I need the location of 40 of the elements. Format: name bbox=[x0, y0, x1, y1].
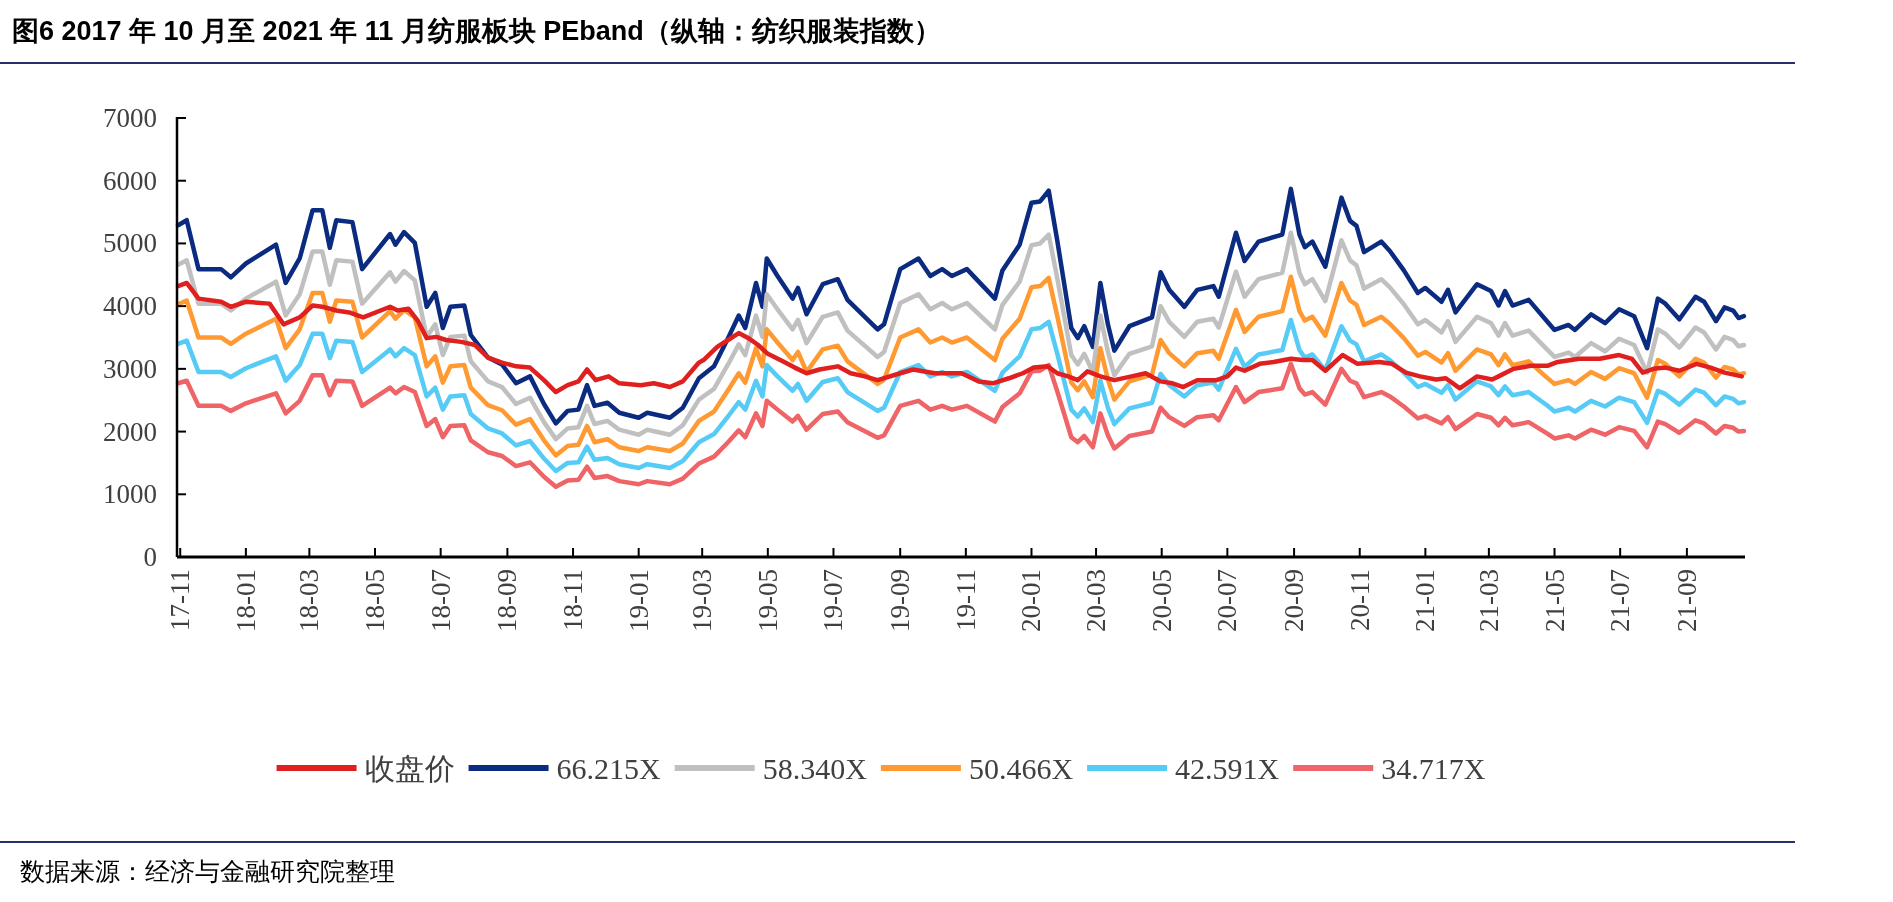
x-tick-label: 20-01 bbox=[1016, 569, 1047, 632]
legend-label: 34.717X bbox=[1381, 751, 1486, 785]
x-tick-label: 21-07 bbox=[1605, 569, 1636, 632]
x-tick-label: 18-11 bbox=[558, 569, 589, 631]
x-tick-label: 20-05 bbox=[1146, 569, 1177, 632]
legend-label: 收盘价 bbox=[364, 751, 455, 785]
x-tick-label: 17-11 bbox=[165, 569, 196, 631]
x-tick-label: 21-05 bbox=[1539, 569, 1570, 632]
y-tick-label: 4000 bbox=[103, 291, 157, 322]
x-tick-label: 18-01 bbox=[230, 569, 261, 632]
x-tick-label: 20-11 bbox=[1344, 569, 1375, 631]
legend-label: 58.340X bbox=[762, 751, 868, 785]
x-tick-label: 18-07 bbox=[425, 569, 456, 632]
x-tick-label: 19-05 bbox=[752, 569, 783, 632]
legend-label: 66.215X bbox=[556, 751, 662, 785]
y-tick-label: 0 bbox=[143, 542, 157, 572]
x-tick-label: 20-07 bbox=[1212, 569, 1243, 632]
x-tick-label: 21-03 bbox=[1473, 569, 1504, 632]
y-tick-label: 3000 bbox=[103, 353, 157, 384]
legend-label: 50.466X bbox=[968, 751, 1074, 785]
y-tick-label: 2000 bbox=[103, 416, 157, 447]
y-tick-label: 7000 bbox=[103, 103, 157, 133]
x-tick-label: 21-01 bbox=[1410, 569, 1441, 632]
y-tick-label: 1000 bbox=[103, 479, 157, 510]
x-tick-label: 21-09 bbox=[1671, 569, 1702, 632]
x-tick-label: 19-01 bbox=[623, 569, 654, 632]
y-tick-label: 5000 bbox=[103, 228, 157, 259]
x-tick-label: 20-03 bbox=[1081, 569, 1112, 632]
legend-label: 42.591X bbox=[1175, 751, 1280, 785]
source-note: 数据来源：经济与金融研究院整理 bbox=[20, 857, 395, 885]
x-tick-label: 19-03 bbox=[687, 569, 718, 632]
x-tick-label: 19-07 bbox=[818, 569, 849, 632]
x-tick-label: 19-09 bbox=[885, 569, 916, 632]
x-tick-label: 19-11 bbox=[950, 569, 981, 631]
y-tick-label: 6000 bbox=[103, 165, 157, 196]
x-tick-label: 20-09 bbox=[1279, 569, 1310, 632]
chart-title: 图6 2017 年 10 月至 2021 年 11 月纺服板块 PEband（纵轴：纺织服装指数） bbox=[12, 16, 941, 46]
x-tick-label: 18-03 bbox=[294, 569, 325, 632]
x-tick-label: 18-09 bbox=[492, 569, 523, 632]
x-tick-label: 18-05 bbox=[360, 569, 391, 632]
